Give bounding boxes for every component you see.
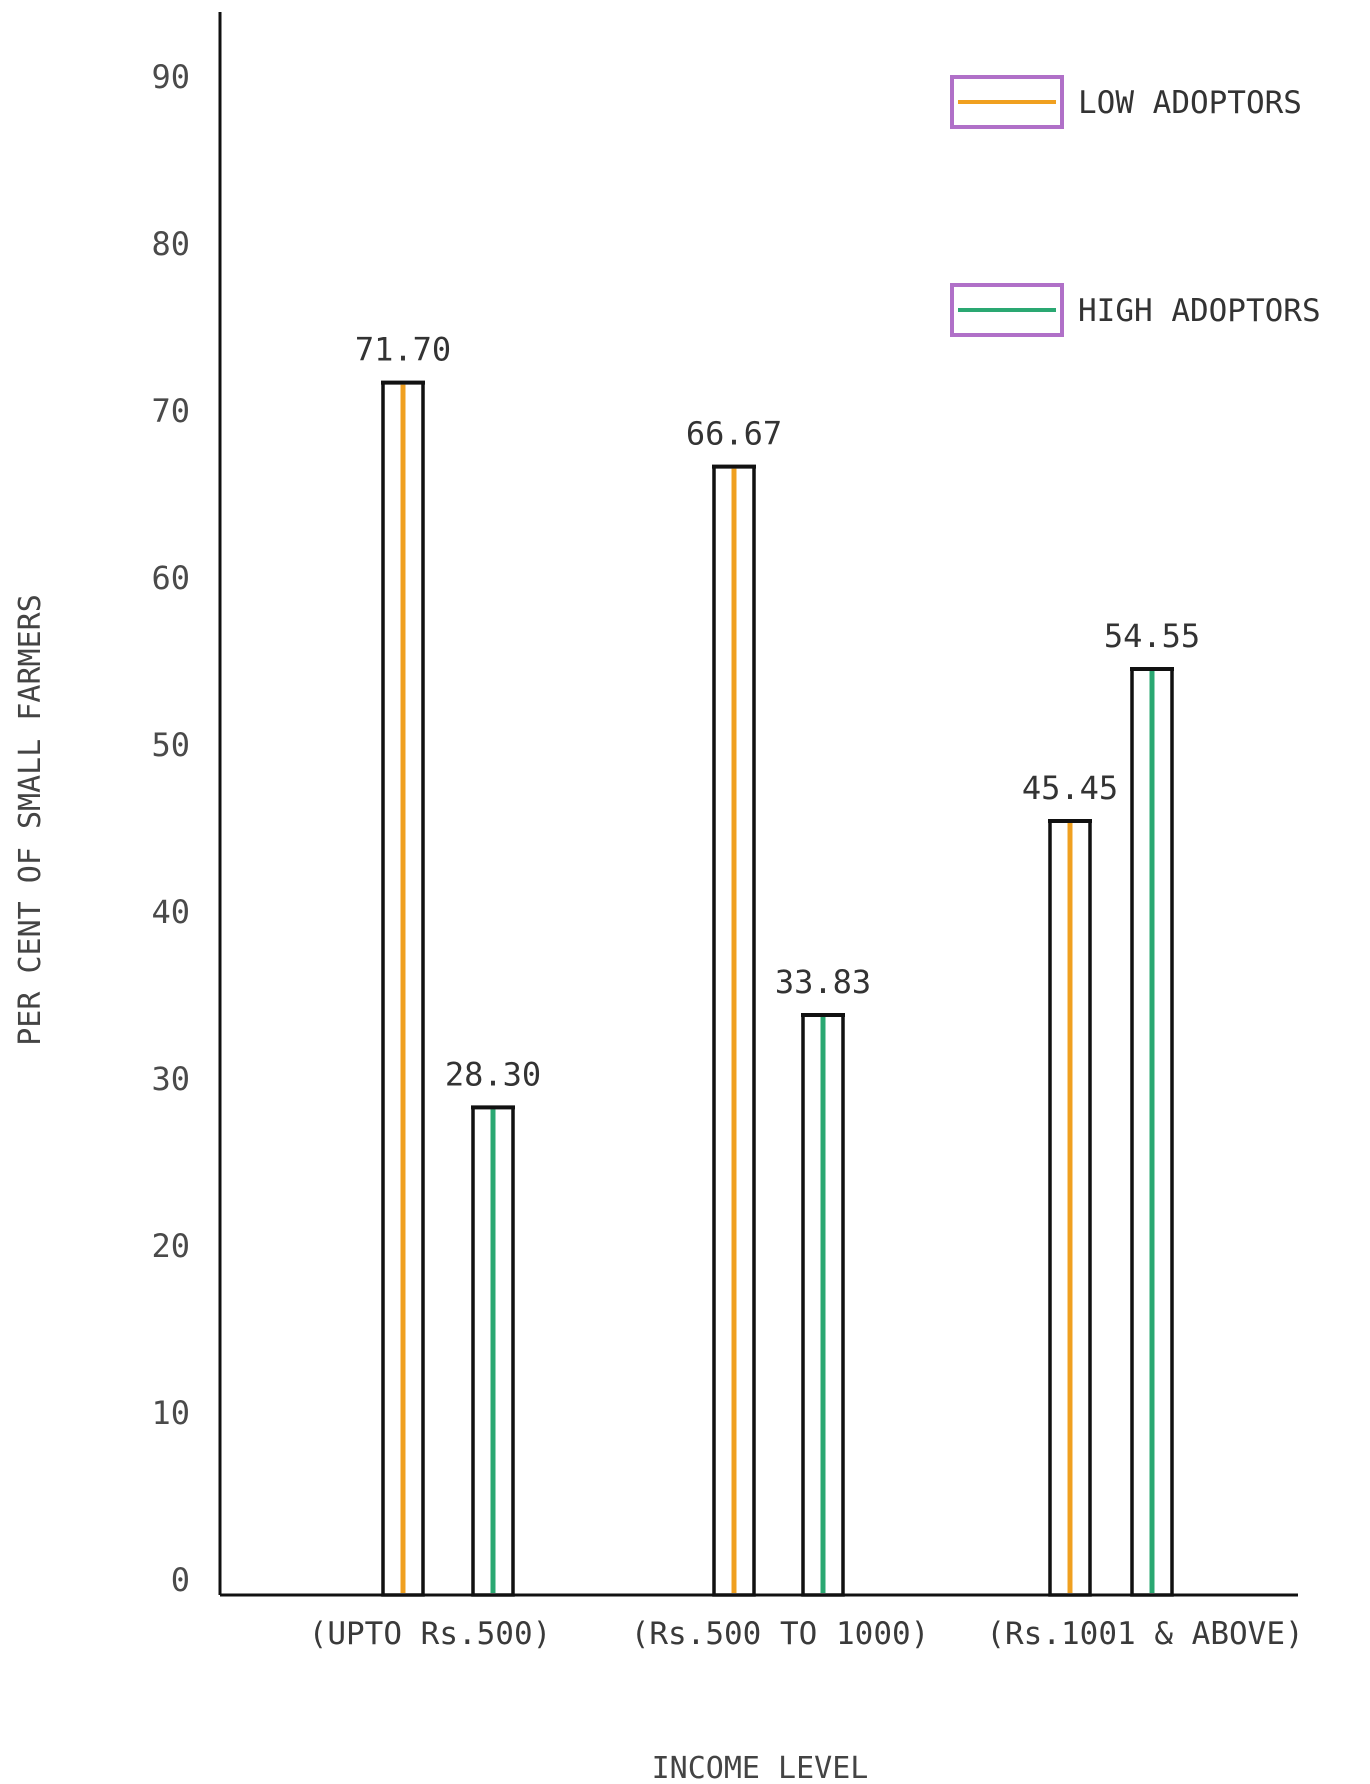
data-label: 66.67 — [686, 415, 782, 453]
y-tick-label: 70 — [151, 392, 190, 430]
data-label: 71.70 — [355, 331, 451, 369]
y-tick-label: 80 — [151, 225, 190, 263]
y-tick-label: 10 — [151, 1394, 190, 1432]
y-tick-label: 60 — [151, 559, 190, 597]
data-label: 33.83 — [775, 963, 871, 1001]
bars — [381, 380, 1174, 1597]
category-label: (Rs.1001 & ABOVE) — [986, 1616, 1303, 1652]
y-tick-label: 20 — [151, 1227, 190, 1265]
data-labels: 71.70 66.67 45.45 28.30 33.83 54.55 — [355, 331, 1200, 1094]
x-axis-title: INCOME LEVEL — [652, 1751, 869, 1784]
y-tick-label: 40 — [151, 893, 190, 931]
category-label: (Rs.500 TO 1000) — [631, 1616, 930, 1652]
category-labels: (UPTO Rs.500) (Rs.500 TO 1000) (Rs.1001 & … — [309, 1616, 1304, 1652]
data-label: 54.55 — [1104, 617, 1200, 655]
y-tick-labels: 0 10 20 30 40 50 60 70 80 90 — [151, 58, 190, 1599]
y-axis-title: PER CENT OF SMALL FARMERS — [13, 594, 48, 1046]
data-label: 45.45 — [1022, 769, 1118, 807]
legend-label: HIGH ADOPTORS — [1078, 293, 1321, 329]
legend: LOW ADOPTORS HIGH ADOPTORS — [950, 75, 1321, 337]
y-tick-label: 50 — [151, 726, 190, 764]
category-label: (UPTO Rs.500) — [309, 1616, 552, 1652]
y-tick-label: 0 — [171, 1561, 190, 1599]
y-tick-label: 90 — [151, 58, 190, 96]
legend-label: LOW ADOPTORS — [1078, 85, 1302, 121]
data-label: 28.30 — [445, 1055, 541, 1093]
y-tick-label: 30 — [151, 1060, 190, 1098]
